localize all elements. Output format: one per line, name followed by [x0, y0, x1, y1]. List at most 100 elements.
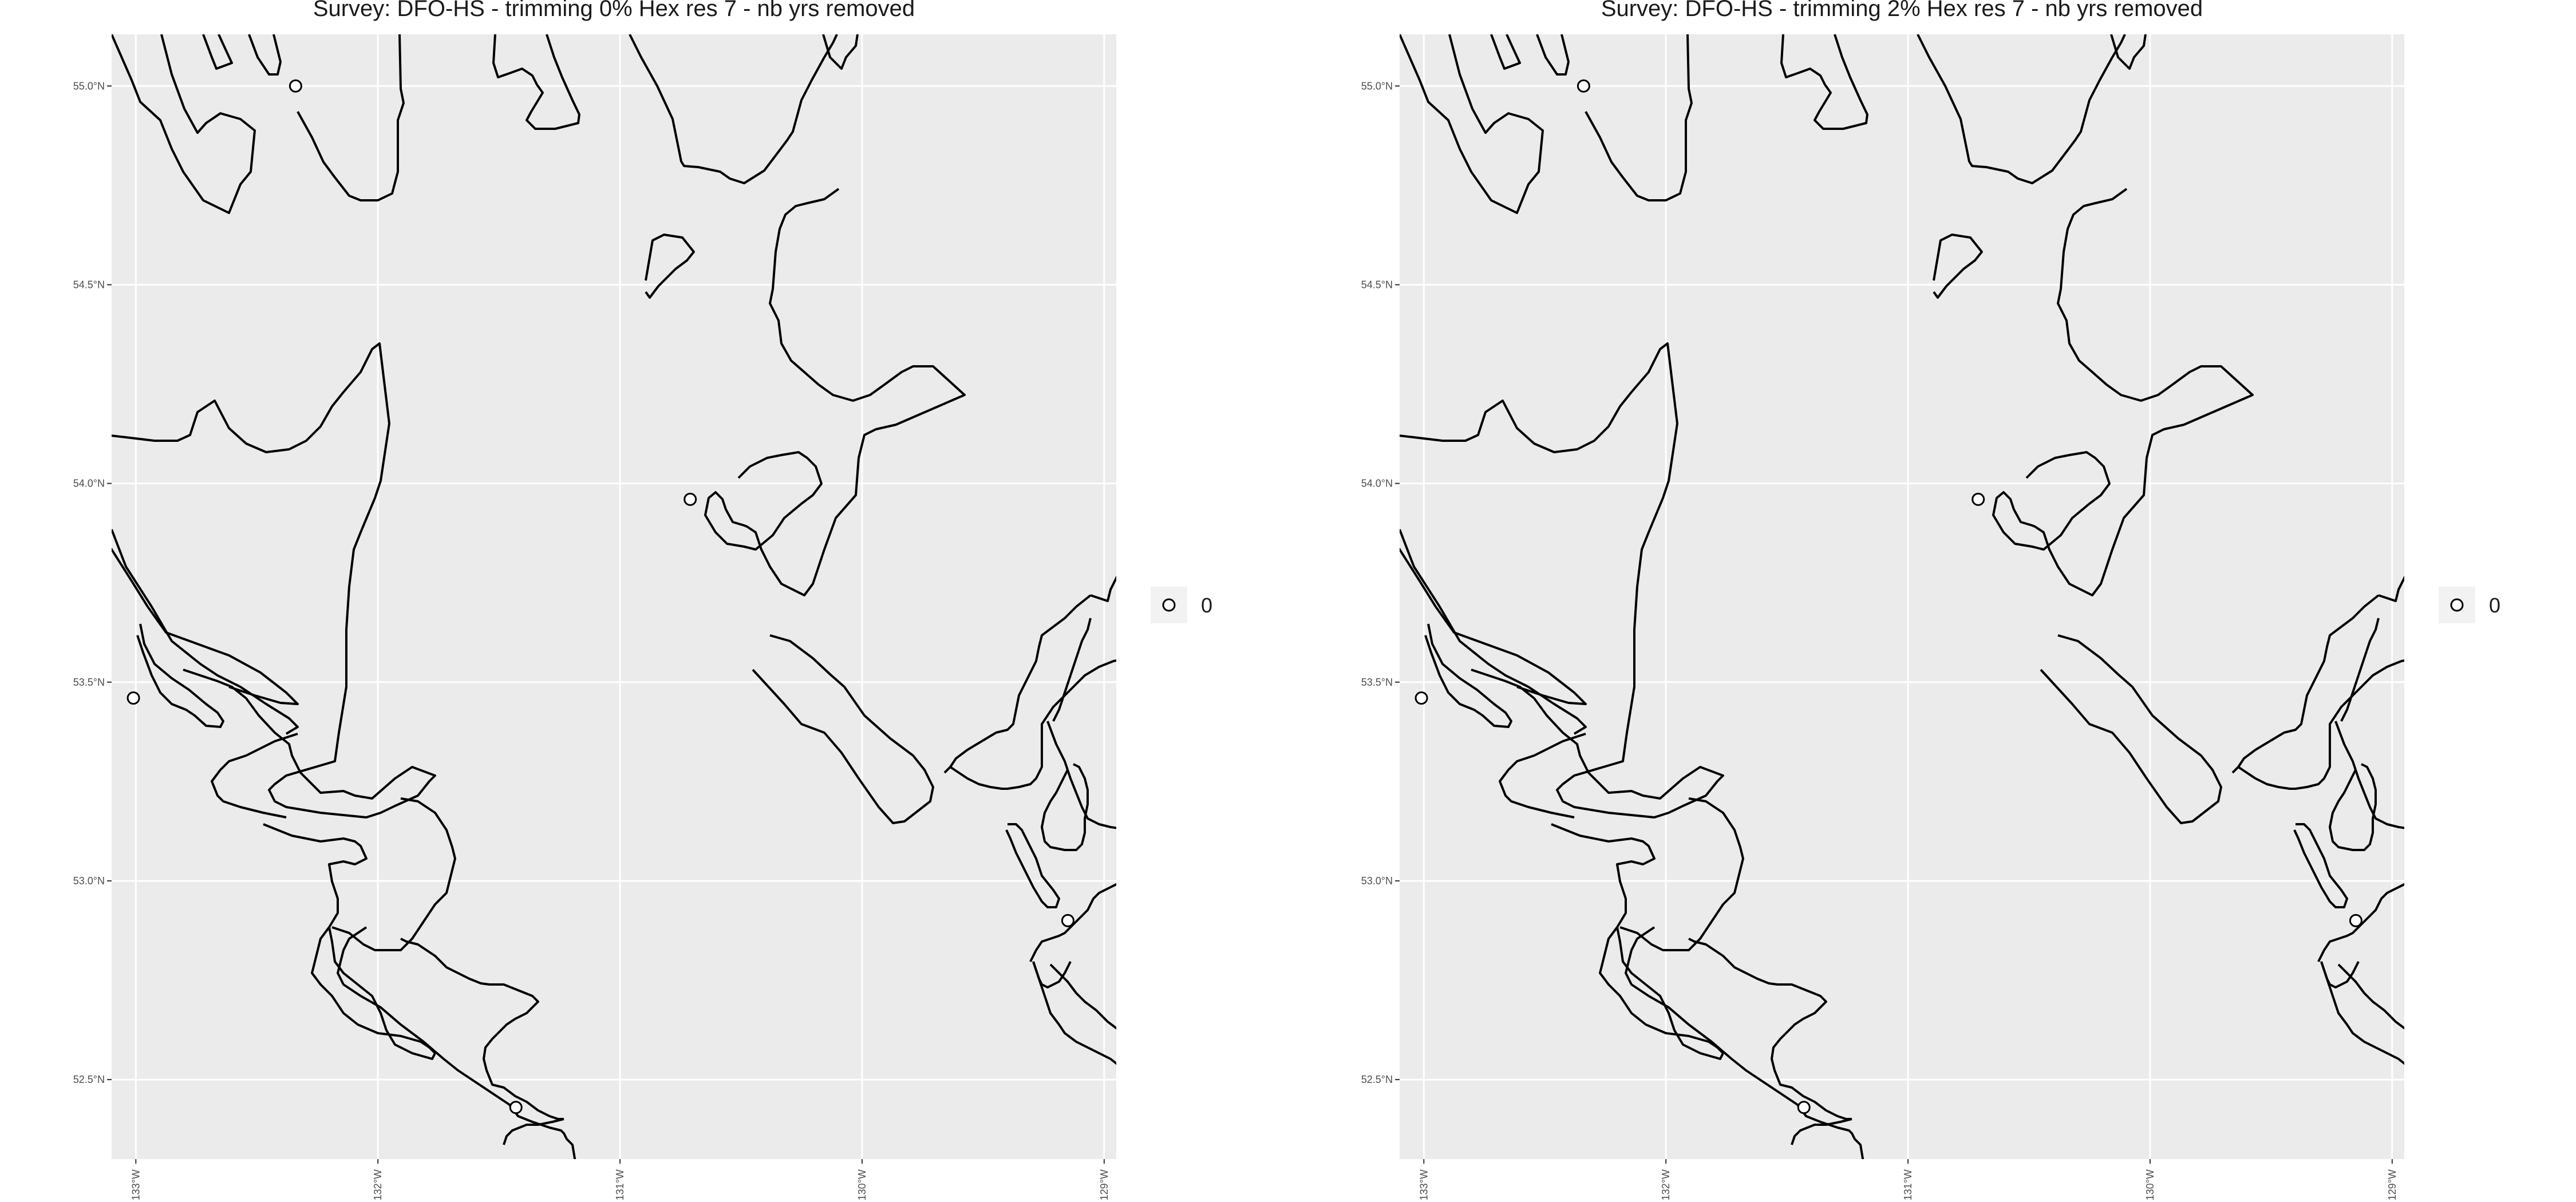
x-tick-label: 131°W [614, 1169, 626, 1200]
coastline [337, 926, 576, 1159]
coastline [2378, 575, 2404, 602]
coastline [503, 1118, 564, 1145]
coastline [1090, 575, 1116, 602]
coastline [943, 594, 1092, 774]
coastline [822, 34, 859, 70]
coastline [1780, 34, 1868, 130]
legend: 0 [1151, 587, 1212, 623]
y-tick-label: 55.0°N [1361, 80, 1393, 92]
coastline [1791, 1118, 1852, 1145]
coastline [1400, 34, 1544, 214]
coastline [1551, 823, 1724, 1060]
coastline [1400, 342, 1724, 819]
x-tick-label: 129°W [2387, 1169, 2398, 1200]
coastline [1992, 188, 2254, 596]
coastline [112, 342, 436, 819]
coastline [1005, 823, 1060, 908]
map-svg: Survey: DFO-HS - trimming 0% Hex res 7 -… [73, 0, 1212, 1200]
data-point [1797, 1101, 1811, 1114]
coastline [1424, 623, 1512, 728]
coastline [297, 34, 405, 201]
chart-title: Survey: DFO-HS - trimming 2% Hex res 7 -… [1601, 0, 2203, 21]
coastline [1536, 34, 1570, 76]
coastline [1625, 926, 1864, 1159]
data-point [1971, 492, 1985, 506]
x-tick-label: 132°W [1660, 1169, 1672, 1200]
plot-background [1400, 34, 2404, 1159]
y-tick-label: 52.5°N [1361, 1074, 1393, 1085]
coastline [2231, 594, 2380, 774]
coastline [1490, 34, 1521, 70]
coastline [1052, 618, 1092, 722]
coastline [629, 34, 838, 184]
y-tick-label: 53.0°N [1361, 875, 1393, 887]
coastline [112, 547, 299, 705]
y-tick-label: 54.0°N [1361, 478, 1393, 489]
coastline [1585, 34, 1693, 201]
data-point [1415, 691, 1428, 705]
coastline [2320, 961, 2404, 1065]
x-tick-label: 132°W [372, 1169, 384, 1200]
x-tick-label: 133°W [1418, 1169, 1429, 1200]
y-tick-label: 54.5°N [1361, 279, 1393, 290]
coastline [1917, 34, 2126, 184]
coastline [2329, 763, 2377, 851]
coastline [112, 529, 299, 735]
x-tick-label: 131°W [1902, 1169, 1914, 1200]
data-point [683, 492, 697, 506]
data-point [1061, 914, 1074, 927]
legend-key-point [2450, 598, 2464, 612]
coastline [492, 34, 580, 130]
coastline [1688, 938, 1852, 1120]
coastline [1041, 763, 1089, 851]
y-tick-label: 54.5°N [73, 279, 105, 290]
legend-label: 0 [1201, 594, 1212, 617]
plot-background [112, 34, 1116, 1159]
coastline [263, 823, 436, 1060]
x-tick-label: 130°W [2144, 1169, 2156, 1200]
coastline [645, 234, 695, 299]
coastline [704, 188, 966, 596]
coastline [400, 938, 564, 1120]
data-point [2349, 914, 2362, 927]
map-svg: Survey: DFO-HS - trimming 2% Hex res 7 -… [1361, 0, 2500, 1200]
coastline [2317, 883, 2404, 962]
legend-key-point [1162, 598, 1176, 612]
coastline [949, 659, 1116, 790]
coastline [1400, 529, 1587, 735]
data-point [289, 79, 302, 93]
y-tick-label: 54.0°N [73, 478, 105, 489]
y-tick-label: 53.5°N [1361, 677, 1393, 688]
data-point [1577, 79, 1590, 93]
coastline [112, 34, 256, 214]
coastline [1499, 733, 1586, 819]
y-tick-label: 52.5°N [73, 1074, 105, 1085]
coastline [248, 34, 282, 76]
coastline [331, 797, 456, 951]
coastline [2293, 823, 2348, 908]
legend: 0 [2439, 587, 2500, 623]
data-point [127, 691, 140, 705]
legend-label: 0 [2489, 594, 2500, 617]
coastline [2110, 34, 2147, 70]
x-tick-label: 133°W [130, 1169, 141, 1200]
coastline [211, 733, 298, 819]
x-tick-label: 130°W [856, 1169, 868, 1200]
map-panel-2: Survey: DFO-HS - trimming 2% Hex res 7 -… [1288, 0, 2576, 1202]
y-tick-label: 53.5°N [73, 677, 105, 688]
coastline [2237, 659, 2404, 790]
y-tick-label: 55.0°N [73, 80, 105, 92]
coastline [2340, 618, 2380, 722]
coastline-layer [1400, 34, 2404, 1159]
coastline [1933, 234, 1983, 299]
coastline [1029, 883, 1116, 962]
coastline [1032, 961, 1116, 1065]
coastline [752, 634, 934, 824]
coastline [1619, 797, 1744, 951]
map-panel-1: Survey: DFO-HS - trimming 0% Hex res 7 -… [73, 0, 1212, 1200]
coastline-layer [112, 34, 1116, 1159]
coastline [202, 34, 233, 70]
y-tick-label: 53.0°N [73, 875, 105, 887]
chart-title: Survey: DFO-HS - trimming 0% Hex res 7 -… [313, 0, 915, 21]
